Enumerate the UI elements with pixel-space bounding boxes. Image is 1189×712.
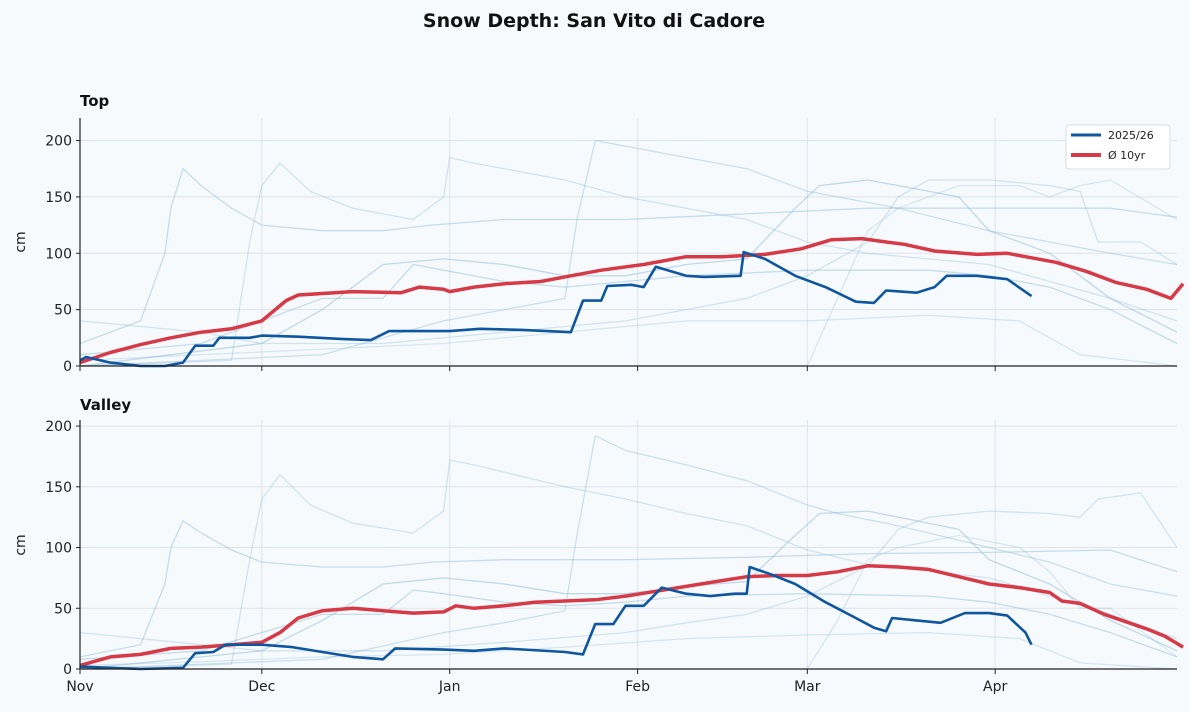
past-season-line	[79, 519, 1178, 658]
past-season-line	[79, 459, 1178, 670]
y-axis-label-valley: cm	[13, 534, 29, 555]
y-tick-label: 0	[63, 359, 72, 375]
panel-title-valley: Valley	[80, 396, 131, 414]
panel-valley: Valley cm 0 50 100 150 200 Nov Dec Jan Feb Mar Apr	[13, 396, 1184, 695]
y-tick-label: 50	[54, 303, 72, 319]
y-tick-label: 100	[45, 246, 72, 262]
y-tick-label: 200	[45, 419, 72, 435]
average-10yr-line	[79, 564, 1184, 668]
panel-top: Top cm 0 50 100 150 200	[13, 92, 1185, 375]
x-tick-label: Nov	[66, 679, 93, 695]
past-season-line	[80, 179, 1178, 367]
x-tick-label: Dec	[248, 679, 275, 695]
past-season-line	[79, 589, 1178, 660]
past-season-line	[79, 492, 1178, 652]
panel-title-top: Top	[80, 92, 110, 110]
past-season-line	[79, 156, 1178, 367]
y-tick-label: 0	[63, 662, 72, 678]
past-season-line	[79, 510, 1178, 670]
current-season-line	[79, 565, 1033, 671]
y-tick-label: 200	[45, 134, 72, 150]
y-tick-label: 150	[45, 190, 72, 206]
x-tick-label: Feb	[625, 679, 650, 695]
past-season-line	[79, 631, 1178, 670]
past-season-line	[79, 167, 1178, 345]
legend-label-current: 2025/26	[1108, 129, 1154, 142]
past-season-line	[79, 314, 1178, 367]
x-tick-label: Jan	[438, 679, 461, 695]
x-tick-label: Apr	[983, 679, 1007, 695]
past-season-line	[79, 179, 1178, 345]
past-season-line	[79, 434, 1178, 670]
y-tick-label: 150	[45, 480, 72, 496]
y-tick-label: 100	[45, 541, 72, 557]
chart-title: Snow Depth: San Vito di Cadore	[423, 10, 765, 32]
past-season-line	[79, 139, 1178, 367]
past-season-line	[79, 179, 1178, 367]
legend-label-average: Ø 10yr	[1108, 149, 1146, 162]
current-season-line	[79, 250, 1033, 368]
x-tick-label: Mar	[794, 679, 821, 695]
y-axis-label-top: cm	[13, 231, 29, 252]
y-tick-label: 50	[54, 601, 72, 617]
legend: 2025/26 Ø 10yr	[1065, 124, 1171, 170]
average-10yr-line	[79, 236, 1185, 365]
past-season-line	[79, 263, 1178, 356]
